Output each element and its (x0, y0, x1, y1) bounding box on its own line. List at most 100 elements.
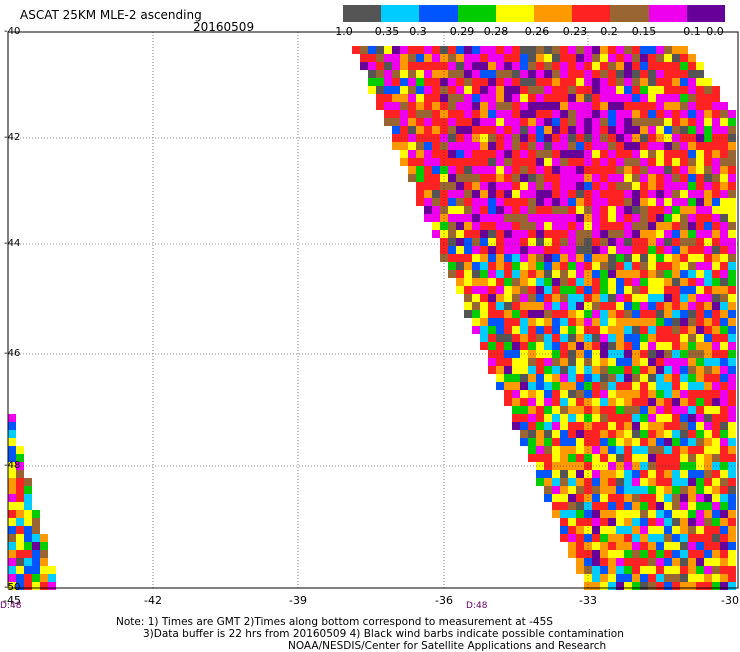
data-cell (544, 454, 552, 462)
data-cell (520, 86, 528, 94)
data-cell (488, 262, 496, 270)
data-cell (680, 470, 688, 478)
data-cell (688, 550, 696, 558)
data-cell (592, 262, 600, 270)
data-cell (640, 46, 648, 54)
data-cell (616, 534, 624, 542)
data-cell (656, 534, 664, 542)
data-cell (616, 422, 624, 430)
data-cell (624, 134, 632, 142)
data-cell (8, 558, 16, 566)
data-cell (520, 358, 528, 366)
data-cell (448, 102, 456, 110)
data-cell (720, 294, 728, 302)
data-cell (664, 398, 672, 406)
data-cell (568, 342, 576, 350)
data-cell (728, 414, 736, 422)
data-cell (496, 166, 504, 174)
data-cell (512, 366, 520, 374)
data-cell (40, 534, 48, 542)
data-cell (448, 94, 456, 102)
data-cell (632, 438, 640, 446)
data-cell (648, 190, 656, 198)
data-cell (424, 54, 432, 62)
data-cell (512, 118, 520, 126)
data-cell (576, 198, 584, 206)
data-cell (416, 94, 424, 102)
data-cell (576, 566, 584, 574)
data-cell (664, 198, 672, 206)
data-cell (624, 574, 632, 582)
data-cell (656, 550, 664, 558)
data-cell (648, 222, 656, 230)
data-cell (568, 254, 576, 262)
data-cell (704, 270, 712, 278)
data-cell (720, 366, 728, 374)
data-cell (592, 558, 600, 566)
data-cell (392, 142, 400, 150)
data-cell (8, 470, 16, 478)
data-cell (608, 54, 616, 62)
data-cell (560, 438, 568, 446)
map-date: 20160509 (193, 20, 255, 34)
data-cell (496, 366, 504, 374)
data-cell (696, 406, 704, 414)
data-cell (648, 486, 656, 494)
data-cell (368, 54, 376, 62)
data-cell (432, 190, 440, 198)
longitude-tick-label: -36 (435, 594, 453, 607)
data-cell (576, 478, 584, 486)
data-cell (24, 574, 32, 582)
data-cell (600, 158, 608, 166)
data-cell (640, 206, 648, 214)
data-cell (552, 118, 560, 126)
data-cell (680, 270, 688, 278)
data-cell (648, 126, 656, 134)
data-cell (720, 518, 728, 526)
data-cell (592, 254, 600, 262)
data-cell (712, 150, 720, 158)
data-cell (712, 486, 720, 494)
data-cell (648, 70, 656, 78)
data-cell (8, 518, 16, 526)
data-cell (704, 454, 712, 462)
data-cell (584, 318, 592, 326)
data-cell (536, 206, 544, 214)
data-cell (24, 566, 32, 574)
data-cell (480, 254, 488, 262)
data-cell (656, 366, 664, 374)
data-cell (712, 518, 720, 526)
data-cell (728, 510, 736, 518)
data-cell (456, 254, 464, 262)
data-cell (624, 446, 632, 454)
data-cell (528, 350, 536, 358)
data-cell (528, 294, 536, 302)
data-cell (592, 406, 600, 414)
data-cell (704, 422, 712, 430)
data-cell (600, 550, 608, 558)
data-cell (552, 454, 560, 462)
data-cell (672, 414, 680, 422)
data-cell (648, 166, 656, 174)
data-cell (672, 46, 680, 54)
data-cell (504, 334, 512, 342)
data-cell (472, 190, 480, 198)
data-cell (512, 390, 520, 398)
data-cell (536, 190, 544, 198)
longitude-tick-label: -30 (721, 594, 739, 607)
data-cell (720, 206, 728, 214)
data-cell (664, 262, 672, 270)
data-cell (448, 190, 456, 198)
data-cell (504, 222, 512, 230)
data-cell (680, 206, 688, 214)
data-cell (688, 414, 696, 422)
data-cell (568, 102, 576, 110)
data-cell (376, 94, 384, 102)
data-cell (648, 454, 656, 462)
data-cell (520, 390, 528, 398)
data-cell (504, 150, 512, 158)
data-cell (504, 134, 512, 142)
data-cell (608, 494, 616, 502)
data-cell (656, 486, 664, 494)
data-cell (392, 118, 400, 126)
